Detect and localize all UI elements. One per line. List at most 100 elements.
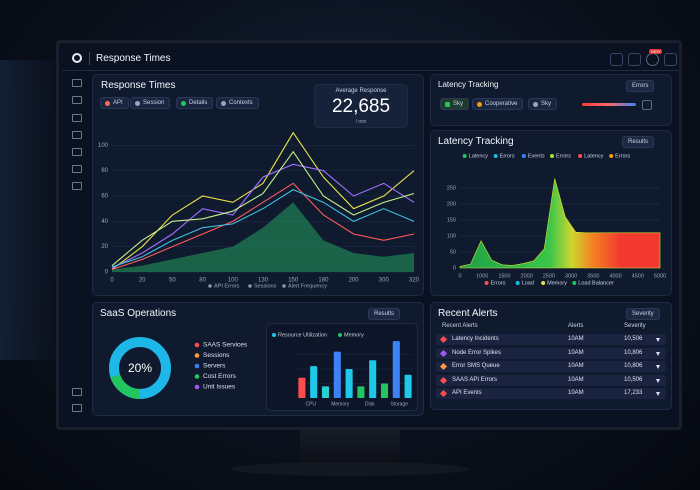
bar xyxy=(404,374,412,398)
alert-cell: 10,806 xyxy=(624,349,643,356)
legend-swatch xyxy=(282,284,286,288)
alert-cell: Node Error Spikes xyxy=(452,349,502,356)
panel-title: Latency Tracking xyxy=(438,136,514,147)
alert-icon xyxy=(439,389,448,398)
legend-swatch xyxy=(338,333,342,337)
nav-icon[interactable] xyxy=(72,404,82,412)
notifications-button[interactable] xyxy=(646,53,659,66)
legend-label: API Errors xyxy=(214,283,240,289)
alert-row[interactable]: Latency Incidents 10AM 10,506 xyxy=(436,334,666,345)
bar xyxy=(369,360,377,398)
y-tick-label: 100 xyxy=(98,143,109,149)
bar xyxy=(298,377,306,398)
strip-title: Latency Tracking xyxy=(438,80,499,89)
legend-label: Unit Issues xyxy=(203,384,236,391)
alert-icon xyxy=(439,376,448,384)
legend-swatch xyxy=(194,363,200,369)
y-tick-label: 60 xyxy=(101,194,108,200)
nav-icon[interactable] xyxy=(72,182,82,190)
y-tick-label: 250 xyxy=(447,185,456,191)
alert-row[interactable]: Error SMS Queue 10AM 10,806 xyxy=(436,361,666,372)
bar xyxy=(333,351,341,398)
x-tick-label: 1000 xyxy=(476,273,488,279)
strip-button[interactable]: Errors xyxy=(626,80,655,92)
chip-dot xyxy=(105,101,110,106)
x-tick-label: 20 xyxy=(139,278,146,284)
legend-label: Sessions xyxy=(254,283,277,289)
nav-icon[interactable] xyxy=(72,148,82,156)
expand-icon xyxy=(656,392,660,396)
alert-row[interactable]: API Events 10AM 17,233 xyxy=(436,388,666,399)
legend-label: Errors xyxy=(556,153,571,159)
filter-chip[interactable]: Session xyxy=(130,97,171,109)
bar xyxy=(310,366,318,398)
x-tick-label: 180 xyxy=(318,278,329,284)
panel-button[interactable]: Severity xyxy=(626,308,660,320)
x-tick-label: Storage xyxy=(390,401,408,407)
kpi-unit: / min xyxy=(355,119,367,125)
tab-label: Cooperative xyxy=(485,101,518,107)
x-tick-label: CPU xyxy=(305,401,316,407)
nav-icon[interactable] xyxy=(72,114,82,122)
alert-row[interactable]: SAAS API Errors 10AM 10,506 xyxy=(436,374,666,386)
x-tick-label: 4000 xyxy=(609,273,621,279)
alert-cell: 10,506 xyxy=(624,336,643,342)
alert-row[interactable]: Node Error Spikes 10AM 10,806 xyxy=(436,347,666,359)
legend-label: Alert Frequency xyxy=(288,283,327,289)
legend-swatch xyxy=(521,154,526,158)
legend-label: Events xyxy=(528,153,545,159)
column-header: Alerts xyxy=(568,323,584,329)
chip-label: API xyxy=(113,100,123,106)
legend-label: Resource Utilization xyxy=(278,332,327,338)
alert-cell: Latency Incidents xyxy=(452,336,499,342)
line xyxy=(111,163,415,269)
new-badge: NEW xyxy=(649,49,663,54)
legend-swatch xyxy=(609,154,614,158)
legend-label: Load Balancer xyxy=(578,280,614,286)
nav-icon[interactable] xyxy=(72,131,82,139)
strip-tab[interactable]: Sky xyxy=(440,98,470,110)
bar xyxy=(321,386,330,398)
range-slider[interactable] xyxy=(582,103,636,106)
refresh-button[interactable] xyxy=(610,53,623,66)
nav-icon[interactable] xyxy=(72,79,82,87)
legend-swatch xyxy=(194,353,200,358)
legend-swatch xyxy=(484,281,489,285)
x-tick-label: 3500 xyxy=(587,273,599,279)
chip-dot xyxy=(477,102,482,107)
x-tick-label: Disk xyxy=(365,401,375,407)
x-tick-label: 5000 xyxy=(654,273,666,279)
legend-label: Errors xyxy=(500,153,515,159)
panel-button[interactable]: Results xyxy=(622,136,655,148)
x-tick-label: 50 xyxy=(169,278,176,284)
tab-label: Sky xyxy=(453,101,464,107)
nav-icon[interactable] xyxy=(72,388,82,396)
legend-label: Errors xyxy=(491,280,506,286)
settings-button[interactable] xyxy=(628,53,641,66)
alert-cell: 10AM xyxy=(568,363,584,369)
app-title: Response Times xyxy=(96,53,171,64)
menu-button[interactable] xyxy=(664,53,677,66)
nav-icon[interactable] xyxy=(72,165,82,173)
panel-button[interactable]: Results xyxy=(368,308,401,320)
nav-icon[interactable] xyxy=(72,96,82,104)
filter-chip[interactable]: Details xyxy=(176,97,214,109)
strip-tab[interactable]: Sky xyxy=(528,98,558,110)
line xyxy=(111,150,415,267)
alert-cell: SAAS API Errors xyxy=(452,376,498,383)
filter-chip[interactable]: Contexts xyxy=(216,97,259,109)
area xyxy=(459,178,661,269)
y-tick-label: 40 xyxy=(101,219,108,225)
strip-tab[interactable]: Cooperative xyxy=(472,98,524,110)
area xyxy=(112,202,414,272)
legend-swatch xyxy=(208,284,212,288)
filter-chip[interactable]: API xyxy=(100,97,129,109)
x-tick-label: 150 xyxy=(288,278,299,284)
x-tick-label: 4500 xyxy=(632,273,644,279)
strip-toggle[interactable] xyxy=(642,100,652,110)
column-header: Recent Alerts xyxy=(442,323,478,329)
x-tick-label: 0 xyxy=(110,278,114,284)
y-tick-label: 20 xyxy=(101,244,108,250)
legend-label: SAAS Services xyxy=(203,342,248,349)
line xyxy=(111,131,415,270)
